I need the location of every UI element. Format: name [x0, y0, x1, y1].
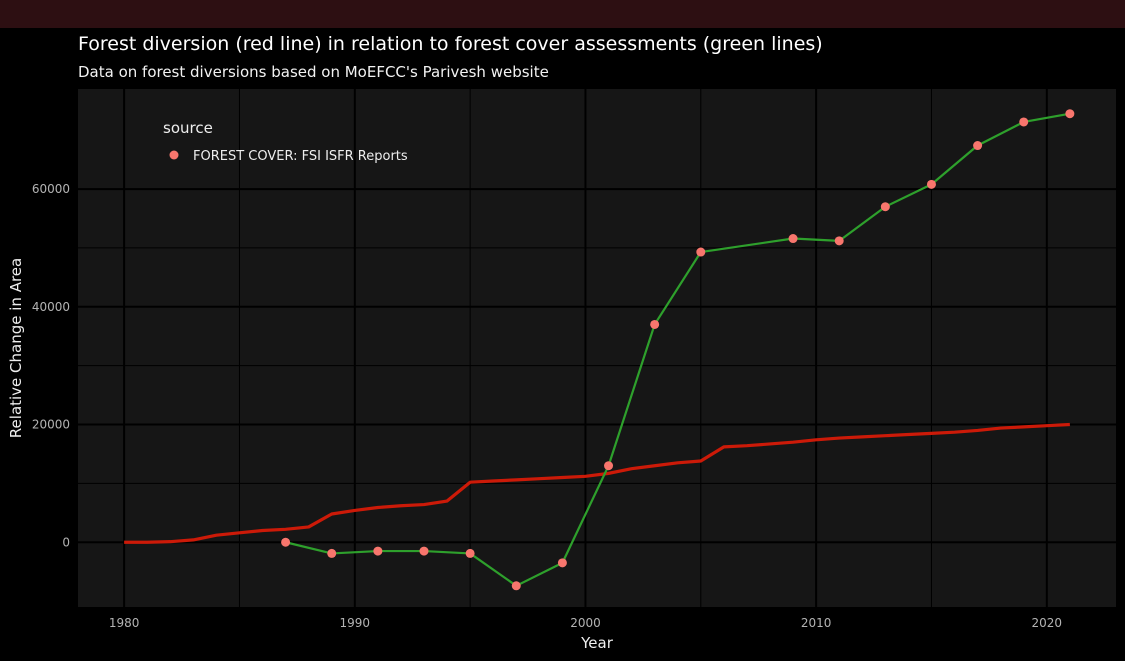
top-bar	[0, 0, 1125, 28]
forest-cover-point	[696, 247, 706, 257]
forest-cover-point	[880, 202, 890, 212]
forest-diversion-line	[124, 422, 1070, 544]
forest-cover-point	[1065, 109, 1075, 119]
forest-cover-point	[511, 581, 521, 591]
x-tick-label: 1990	[340, 616, 371, 630]
forest-cover-point	[557, 558, 567, 568]
forest-cover-point	[788, 234, 798, 244]
forest-cover-point	[926, 179, 936, 189]
y-axis-title: Relative Change in Area	[7, 258, 25, 438]
forest-cover-point	[650, 319, 660, 329]
forest-cover-point	[373, 546, 383, 556]
legend-entry-forest-cover: FOREST COVER: FSI ISFR Reports	[193, 149, 408, 164]
forest-cover-point	[604, 461, 614, 471]
x-tick-label: 2010	[801, 616, 832, 630]
forest-cover-point	[419, 546, 429, 556]
plot-panel	[78, 89, 1116, 607]
y-tick-label: 0	[62, 535, 70, 549]
y-tick-label: 20000	[32, 418, 70, 432]
x-axis-title: Year	[580, 634, 614, 652]
y-tick-label: 60000	[32, 182, 70, 196]
series-layer	[124, 109, 1075, 591]
forest-cover-point	[1019, 117, 1029, 127]
grid-lines	[78, 89, 1116, 607]
legend: source FOREST COVER: FSI ISFR Reports	[163, 119, 408, 164]
x-tick-label: 1980	[109, 616, 140, 630]
forest-cover-point	[834, 236, 844, 246]
x-tick-label: 2020	[1032, 616, 1063, 630]
forest-cover-point	[327, 548, 337, 558]
chart-title: Forest diversion (red line) in relation …	[78, 33, 823, 55]
chart-subtitle: Data on forest diversions based on MoEFC…	[78, 63, 549, 81]
legend-title: source	[163, 119, 213, 137]
axis-ticks: 1980 1990 2000 2010 2020 0 20000 40000 60000	[32, 182, 1062, 630]
forest-cover-point	[973, 141, 983, 151]
forest-cover-point	[281, 537, 291, 547]
legend-key-marker	[169, 150, 179, 160]
y-tick-label: 40000	[32, 300, 70, 314]
x-tick-label: 2000	[570, 616, 601, 630]
forest-cover-point	[465, 548, 475, 558]
